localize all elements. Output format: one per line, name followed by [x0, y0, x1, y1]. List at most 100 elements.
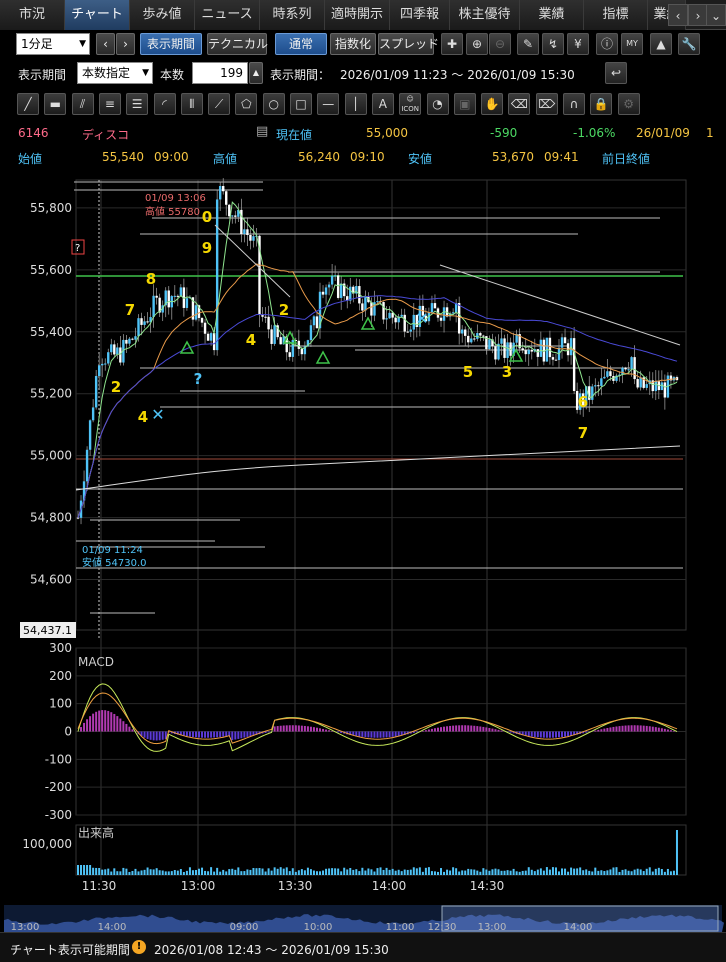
spread-button[interactable]: スプレッド	[378, 33, 439, 55]
line-select-icon[interactable]: ↯	[542, 33, 564, 55]
volume-bar	[645, 868, 648, 875]
tab-news[interactable]: ニュース	[195, 0, 260, 30]
yen-icon[interactable]: ¥	[567, 33, 589, 55]
normal-button[interactable]: 通常	[275, 33, 327, 55]
crosshair-icon[interactable]: ✚	[441, 33, 463, 55]
candle-body	[373, 302, 376, 316]
zoom-in-icon[interactable]: ⊕	[466, 33, 488, 55]
volume-bar	[573, 868, 576, 875]
volume-bar	[582, 870, 585, 875]
hand-icon[interactable]: ✋	[481, 93, 504, 115]
volume-bar	[618, 871, 621, 875]
line-icon[interactable]: ╱	[17, 93, 39, 115]
info-icon[interactable]: ⓘ	[596, 33, 618, 55]
volume-bar	[515, 871, 518, 875]
macd-histogram-bar	[231, 731, 234, 741]
tab-shikiho[interactable]: 四季報	[390, 0, 450, 30]
candle-body	[415, 314, 419, 327]
volume-bar	[669, 871, 672, 875]
parallel-icon[interactable]: ⫽	[71, 93, 94, 115]
macd-tick-label: 100	[49, 697, 72, 711]
price-tick-label: 55,400	[30, 325, 72, 339]
volume-bar	[660, 868, 663, 875]
macd-histogram-bar	[210, 731, 213, 738]
rect-icon[interactable]: □	[290, 93, 312, 115]
price-chart[interactable]: 55,800 55,600 55,400 55,200 55,000 54,800 54,6…	[0, 170, 726, 932]
prev-button[interactable]: ‹	[96, 33, 115, 55]
display-period-button[interactable]: 表示期間	[140, 33, 202, 55]
technical-button[interactable]: テクニカル	[207, 33, 268, 55]
fan-icon[interactable]: ⟋	[208, 93, 231, 115]
candle-body	[663, 382, 667, 398]
count-input[interactable]: 199	[192, 62, 248, 84]
candle-body	[660, 382, 664, 391]
area-chart-icon[interactable]: ▲	[650, 33, 672, 55]
tab-expand-icon[interactable]: ⌄	[706, 4, 726, 26]
tab-timeseries[interactable]: 時系列	[260, 0, 325, 30]
candle-body	[288, 352, 291, 357]
settings-wrench-icon[interactable]: 🔧	[678, 33, 700, 55]
tab-indicators[interactable]: 指標	[584, 0, 648, 30]
macd-histogram-bar	[122, 721, 125, 732]
candle-body	[276, 325, 279, 338]
tab-disclosure[interactable]: 適時開示	[325, 0, 390, 30]
tab-next-icon[interactable]: ›	[688, 4, 708, 26]
count-stepper[interactable]: ▲	[249, 62, 263, 84]
magnet-icon[interactable]: ∩	[563, 93, 585, 115]
macd-tick-label: -200	[45, 780, 72, 794]
candle-body	[294, 340, 298, 342]
volume-bar	[561, 868, 564, 875]
volume-bar	[80, 865, 83, 875]
icon-icon[interactable]: ☺ ICON	[399, 93, 422, 115]
period-mode-select[interactable]: 本数指定 ▼	[77, 62, 153, 84]
ruler-icon[interactable]: ▬	[44, 93, 67, 115]
macd-histogram-bar	[204, 731, 207, 738]
settings-icon[interactable]: ⚙	[617, 93, 640, 115]
zoom-out-icon[interactable]: ⊖	[489, 33, 511, 55]
tab-prev-icon[interactable]: ‹	[668, 4, 688, 26]
hlines-icon[interactable]: ≡	[98, 93, 121, 115]
pentagon-icon[interactable]: ⬠	[235, 93, 258, 115]
candle-body	[155, 295, 158, 298]
macd-histogram-bar	[449, 725, 452, 732]
vline-icon[interactable]: │	[344, 93, 367, 115]
index-button[interactable]: 指数化	[330, 33, 376, 55]
tab-ticks[interactable]: 歩み値	[130, 0, 195, 30]
interval-select[interactable]: 1分足 ▼	[16, 33, 90, 55]
tab-yutai[interactable]: 株主優待	[450, 0, 520, 30]
fib-icon[interactable]: ☰	[126, 93, 149, 115]
arc-icon[interactable]: ◜	[153, 93, 176, 115]
candle-body	[246, 229, 249, 235]
copy-icon[interactable]: ▣	[453, 93, 476, 115]
macd-histogram-bar	[521, 731, 524, 736]
volume-bar	[424, 867, 427, 875]
candle-body	[258, 235, 261, 316]
tab-chart[interactable]: チャート	[65, 0, 130, 30]
candle-body	[488, 339, 491, 350]
lock-icon[interactable]: 🔒	[590, 93, 613, 115]
sell-signal-icon: ✕	[151, 405, 164, 424]
candle-body	[645, 384, 648, 388]
range-value: 2026/01/09 11:23 ～ 2026/01/09 15:30	[340, 68, 575, 82]
price-tick-label: 55,000	[30, 449, 72, 463]
reset-range-icon[interactable]: ↩	[605, 62, 627, 84]
volume-bar	[194, 869, 197, 875]
text-icon[interactable]: A	[371, 93, 394, 115]
my-chart-icon[interactable]: MY	[621, 33, 643, 55]
erase-one-icon[interactable]: ⌦	[535, 93, 558, 115]
tab-performance[interactable]: 業績	[520, 0, 584, 30]
volume-bar	[231, 868, 234, 875]
trend-line	[214, 224, 291, 298]
candle-body	[467, 335, 470, 343]
macd-histogram-bar	[303, 725, 306, 732]
circle-icon[interactable]: ○	[262, 93, 285, 115]
candle-body	[594, 385, 597, 387]
tab-market[interactable]: 市況	[0, 0, 65, 30]
cycle-icon[interactable]: ◔	[426, 93, 449, 115]
hline-icon[interactable]: —	[317, 93, 340, 115]
erase-icon[interactable]: ⌫	[508, 93, 531, 115]
vlines-icon[interactable]: ⦀	[180, 93, 203, 115]
pencil-icon[interactable]: ✎	[517, 33, 539, 55]
candle-body	[388, 312, 391, 319]
next-button[interactable]: ›	[116, 33, 135, 55]
